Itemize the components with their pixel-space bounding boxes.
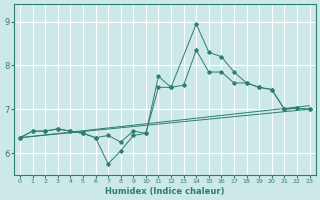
X-axis label: Humidex (Indice chaleur): Humidex (Indice chaleur) [105, 187, 225, 196]
